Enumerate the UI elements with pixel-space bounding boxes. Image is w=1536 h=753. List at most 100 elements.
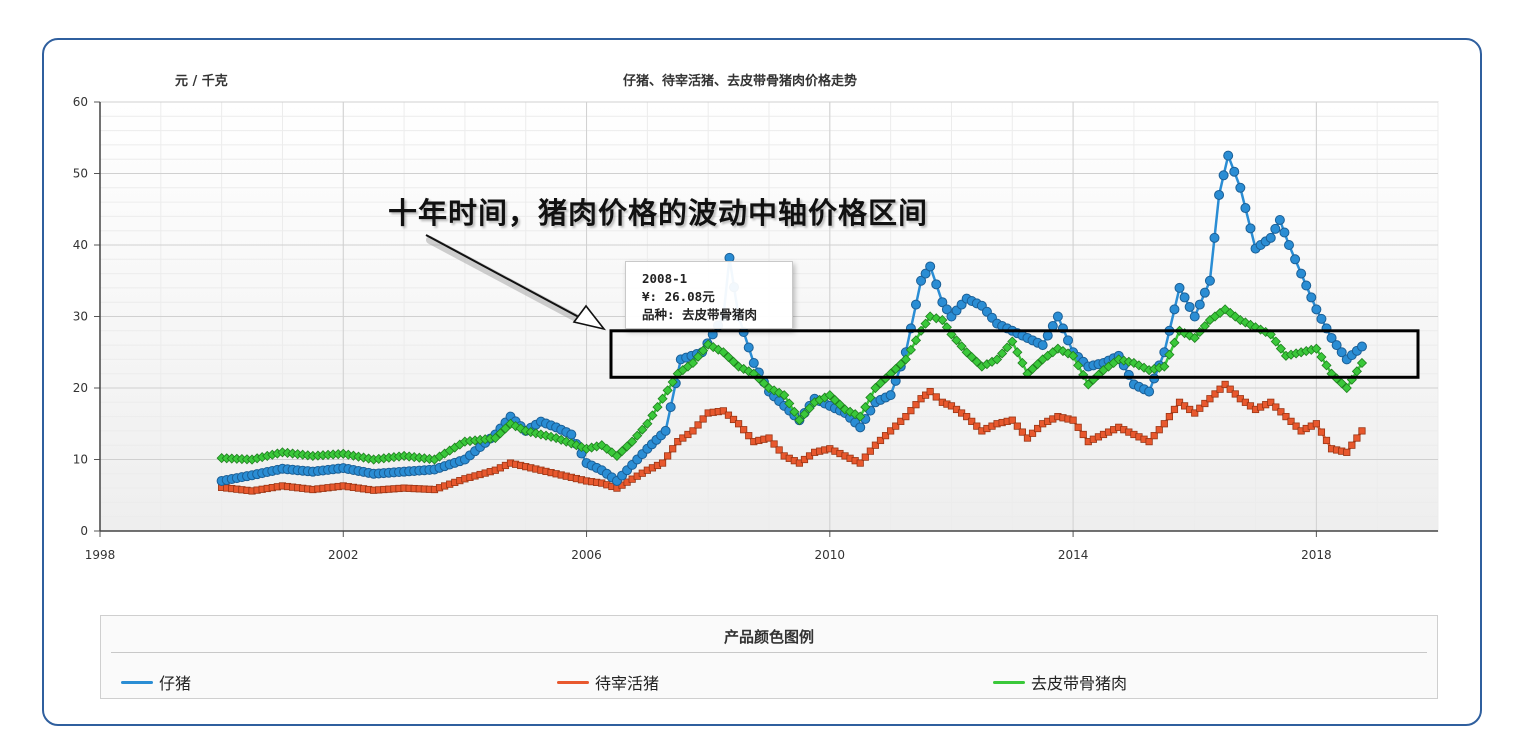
data-point: [966, 351, 977, 363]
data-point: [1209, 232, 1220, 243]
data-point: [1316, 351, 1327, 363]
data-point: [1226, 385, 1234, 393]
data-point: [1343, 448, 1351, 456]
data-point: [1221, 380, 1229, 389]
data-point: [1331, 340, 1342, 351]
data-point: [920, 268, 931, 279]
data-point: [667, 376, 678, 388]
highlight-band-box: [609, 329, 1420, 379]
data-point: [1160, 420, 1168, 428]
data-point: [1272, 403, 1280, 411]
y-tick-label: 60: [73, 95, 88, 109]
data-point: [895, 359, 906, 370]
data-point: [1179, 292, 1190, 303]
legend-item-piglet[interactable]: 仔猪: [121, 670, 191, 694]
data-point: [892, 422, 900, 430]
data-point: [1184, 330, 1195, 341]
legend-item-pork[interactable]: 去皮带骨猪肉: [993, 670, 1127, 694]
data-point: [1231, 390, 1239, 398]
data-point: [973, 422, 981, 430]
data-point: [1144, 386, 1155, 397]
y-tick-label: 30: [73, 310, 88, 324]
legend-label-piglet: 仔猪: [159, 674, 192, 693]
legend-label-pork: 去皮带骨猪肉: [1031, 674, 1128, 693]
data-point: [951, 335, 962, 346]
data-point: [1270, 336, 1281, 347]
data-point: [1312, 420, 1320, 428]
data-point: [1267, 398, 1275, 406]
data-point: [616, 446, 628, 457]
data-point: [775, 446, 783, 454]
data-point: [1216, 385, 1224, 393]
data-point: [724, 411, 733, 419]
data-point: [1068, 350, 1079, 361]
x-tick-label: 2006: [571, 548, 602, 562]
data-point: [1189, 332, 1200, 344]
data-point: [698, 345, 709, 356]
data-point: [728, 356, 739, 367]
data-point: [733, 361, 744, 372]
data-point: [850, 409, 861, 420]
data-point: [925, 261, 936, 272]
annotation-arrow-head: [572, 304, 607, 331]
data-point: [703, 339, 714, 350]
x-tick-label: 2018: [1301, 548, 1332, 562]
data-point: [856, 459, 864, 467]
data-point: [881, 432, 890, 440]
data-point: [794, 415, 805, 426]
data-point: [734, 420, 743, 428]
data-point: [490, 432, 501, 444]
data-point: [1155, 426, 1163, 434]
data-point: [627, 436, 638, 447]
data-point: [1052, 343, 1063, 354]
data-point: [1074, 423, 1082, 431]
data-point: [1283, 240, 1294, 250]
data-point: [647, 410, 658, 421]
data-point: [1336, 378, 1347, 389]
data-point: [824, 390, 835, 401]
data-point: [652, 402, 663, 413]
data-point: [937, 315, 948, 326]
legend-item-live-hog[interactable]: 待宰活猪: [557, 670, 659, 694]
data-point: [632, 430, 643, 441]
data-point: [871, 441, 880, 449]
data-point: [1292, 422, 1300, 430]
data-point: [660, 425, 671, 436]
data-point: [1047, 321, 1058, 332]
data-point: [1002, 342, 1013, 353]
data-point: [829, 394, 840, 405]
data-point: [611, 450, 623, 461]
data-point: [1150, 432, 1158, 440]
data-point: [1282, 412, 1290, 421]
data-point: [694, 421, 702, 429]
data-point: [1018, 428, 1027, 436]
data-point: [932, 393, 940, 401]
data-point: [1079, 430, 1087, 439]
data-point: [1240, 203, 1251, 214]
data-point: [770, 440, 778, 448]
data-point: [910, 335, 922, 346]
series-markers-2: [216, 304, 1368, 465]
data-point: [765, 434, 773, 442]
annotation-text: 十年时间，猪肉价格的波动中轴价格区间: [388, 196, 929, 230]
data-point: [1356, 341, 1367, 352]
data-point: [1037, 340, 1048, 351]
data-point: [748, 357, 759, 368]
data-point: [1027, 363, 1038, 374]
data-point: [1296, 268, 1307, 279]
data-point: [1240, 317, 1251, 328]
data-point: [1204, 275, 1215, 286]
series-markers-1: [218, 380, 1366, 495]
data-point: [1306, 292, 1317, 303]
data-point: [699, 415, 707, 423]
data-point: [887, 427, 895, 435]
data-point: [642, 418, 653, 429]
data-point: [992, 354, 1003, 365]
data-point: [855, 422, 866, 433]
data-point: [500, 423, 511, 434]
data-point: [689, 427, 697, 435]
data-point: [931, 313, 942, 324]
x-tick-label: 2002: [328, 548, 359, 562]
data-point: [692, 351, 704, 362]
data-point: [669, 445, 677, 453]
